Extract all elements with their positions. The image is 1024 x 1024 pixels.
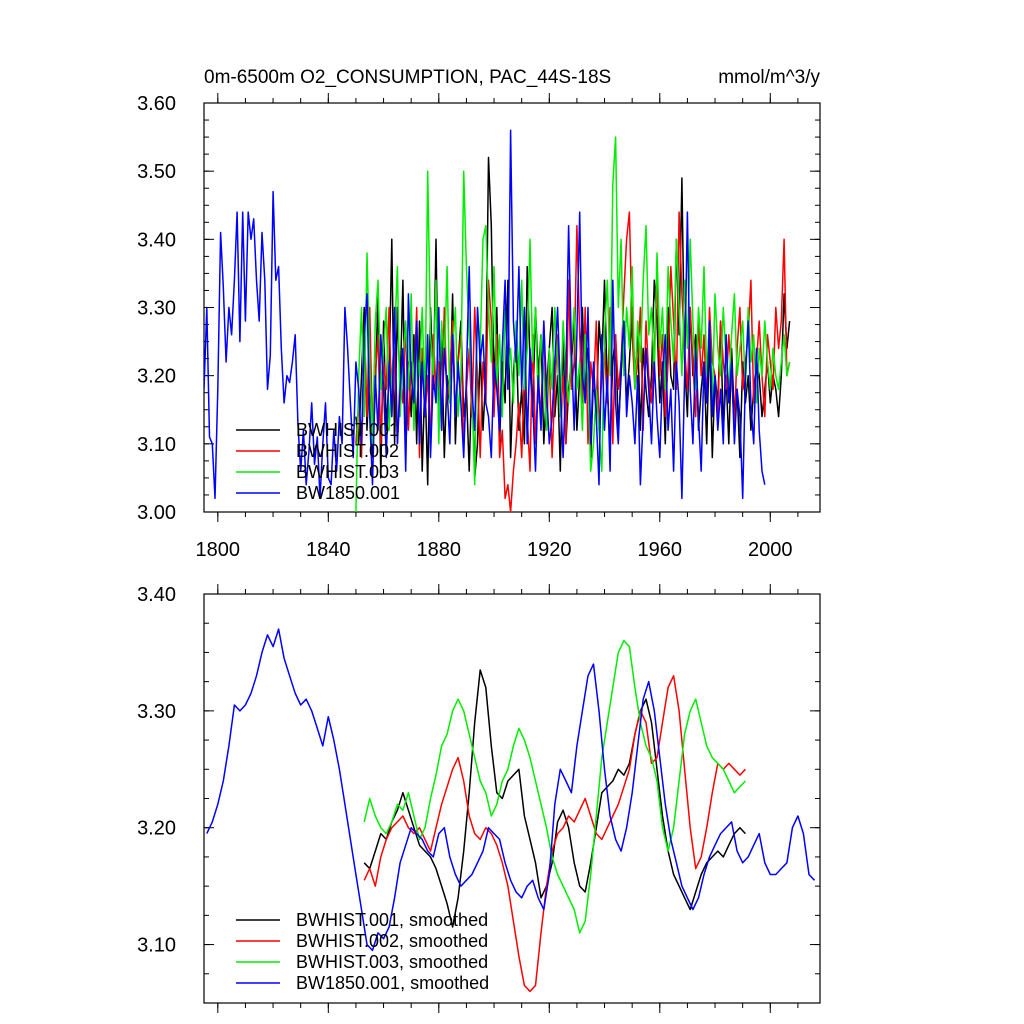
legend-label: BWHIST.001: [296, 420, 399, 440]
legend-label: BW1850.001: [296, 483, 400, 503]
series-line-bwhist-001: [355, 156, 791, 486]
y-tick-label: 3.30: [137, 298, 176, 320]
x-tick-label: 1880: [417, 539, 462, 561]
top-series: [204, 129, 791, 512]
legend-label: BWHIST.002: [296, 441, 399, 461]
y-tick-label: 3.20: [137, 818, 176, 840]
y-tick-label: 3.40: [137, 584, 176, 606]
x-tick-label: 1800: [196, 539, 241, 561]
legend-label: BWHIST.003: [296, 462, 399, 482]
y-tick-label: 3.30: [137, 701, 176, 723]
y-tick-label: 3.60: [137, 93, 176, 115]
top-units: mmol/m^3/y: [718, 67, 820, 88]
y-tick-label: 3.50: [137, 161, 176, 183]
legend-label: BW1850.001, smoothed: [296, 973, 489, 993]
top-title: 0m-6500m O2_CONSUMPTION, PAC_44S-18S: [204, 67, 611, 88]
series-line-bw1850-001-smoothed: [206, 628, 816, 952]
series-line-bw1850-001: [204, 129, 766, 500]
series-line-bwhist-003-smoothed: [363, 639, 746, 934]
series-line-bwhist-002-smoothed: [363, 675, 746, 993]
y-tick-label: 3.00: [137, 502, 176, 524]
bottom-axes: 3.10 3.20 3.30 3.40: [137, 584, 821, 1013]
top-panel: 0m-6500m O2_CONSUMPTION, PAC_44S-18S mmo…: [137, 67, 821, 561]
bottom-panel: 3.103.203.303.40 BWHIST.001, smoothedBWH…: [137, 584, 821, 1013]
x-tick-label: 1920: [527, 539, 572, 561]
legend-label: BWHIST.003, smoothed: [296, 952, 488, 972]
legend-label: BWHIST.001, smoothed: [296, 910, 488, 930]
x-tick-label: 1960: [638, 539, 683, 561]
bottom-series: [206, 628, 816, 993]
series-line-bwhist-003: [355, 136, 791, 512]
y-tick-label: 3.40: [137, 229, 176, 251]
legend-label: BWHIST.002, smoothed: [296, 931, 488, 951]
x-tick-label: 1840: [306, 539, 351, 561]
x-tick-label: 2000: [748, 539, 793, 561]
y-tick-label: 3.10: [137, 434, 176, 456]
y-tick-label: 3.20: [137, 366, 176, 388]
top-axes: 3.00 3.10 3.20 3.30 3.40 3.50 3.60 1800 1840 1880…: [137, 93, 821, 561]
y-tick-label: 3.10: [137, 935, 176, 957]
